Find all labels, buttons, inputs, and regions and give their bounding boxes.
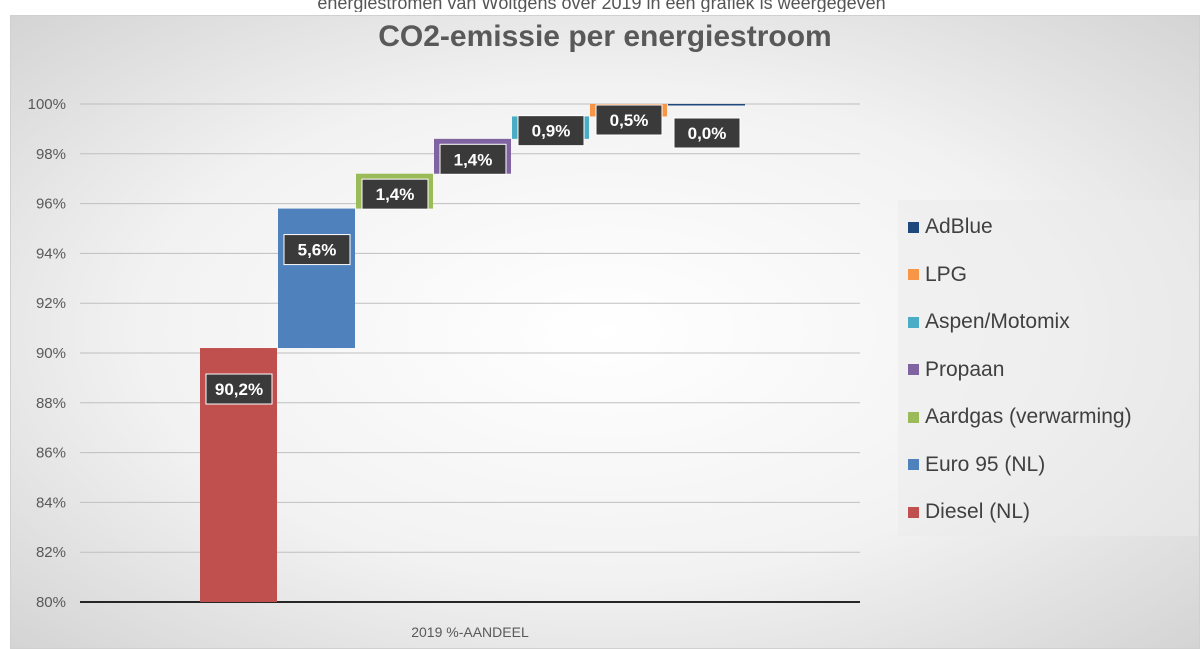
chart-title: CO2-emissie per energiestroom	[378, 20, 832, 53]
y-tick-label: 100%	[28, 96, 66, 113]
legend-label: LPG	[925, 262, 968, 286]
legend-swatch	[908, 221, 919, 233]
data-label-box	[517, 115, 585, 147]
legend-label: AdBlue	[925, 215, 993, 238]
data-label: 0,0%	[688, 124, 727, 143]
legend-label: Aspen/Motomix	[925, 310, 1070, 333]
legend-item: LPG	[898, 260, 967, 290]
legend-swatch	[908, 316, 919, 328]
data-label-box	[283, 234, 351, 266]
legend-label: Euro 95 (NL)	[925, 452, 1046, 476]
y-tick-label: 92%	[36, 295, 66, 312]
legend-label: Aardgas (verwarming)	[925, 405, 1132, 428]
top-caption: energiestromen van Wöltgens over 2019 in…	[317, 0, 886, 12]
legend-swatch	[908, 269, 919, 280]
legend-item: Aspen/Motomix	[898, 307, 1070, 337]
legend-swatch	[908, 411, 919, 423]
data-label: 0,9%	[532, 122, 571, 141]
legend-swatch	[908, 364, 919, 375]
y-tick-label: 80%	[36, 594, 66, 611]
legend-item: Diesel (NL)	[898, 497, 1030, 527]
legend-label: Propaan	[925, 357, 1005, 381]
legend-swatch	[908, 506, 919, 518]
data-label: 5,6%	[298, 241, 337, 260]
data-label-box	[205, 373, 273, 405]
data-label: 1,4%	[376, 185, 415, 204]
y-tick-label: 90%	[36, 345, 66, 362]
y-tick-label: 84%	[36, 494, 66, 511]
y-tick-label: 96%	[36, 196, 66, 213]
waterfall-bar	[668, 104, 745, 106]
y-tick-label: 94%	[36, 245, 66, 262]
legend: AdBlue LPG Aspen/Motomix Propaan Aardgas (ve…	[898, 200, 1198, 536]
waterfall-bar	[278, 208, 355, 349]
x-category-label: 2019 %-AANDEEL	[411, 624, 529, 640]
data-label: 90,2%	[215, 380, 263, 399]
data-label-box	[439, 143, 507, 175]
y-tick-label: 82%	[36, 544, 66, 561]
legend-item: AdBlue	[898, 212, 993, 242]
y-tick-label: 98%	[36, 146, 66, 163]
data-label: 0,5%	[610, 111, 649, 130]
legend-label: Diesel (NL)	[925, 500, 1031, 523]
legend-swatch	[908, 459, 919, 470]
y-tick-label: 86%	[36, 445, 66, 462]
data-label-box	[595, 104, 663, 136]
data-label: 1,4%	[454, 150, 493, 169]
legend-item: Euro 95 (NL)	[898, 450, 1045, 480]
y-tick-label: 88%	[36, 395, 66, 412]
legend-item: Propaan	[898, 355, 1004, 385]
legend-item: Aardgas (verwarming)	[898, 402, 1132, 432]
data-label-box	[673, 117, 741, 149]
data-label-box	[361, 178, 429, 210]
